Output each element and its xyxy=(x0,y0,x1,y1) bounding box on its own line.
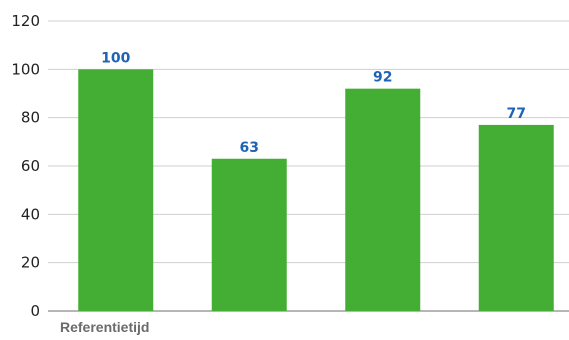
y-tick-label: 40 xyxy=(21,205,40,223)
category-labels: Referentietijd xyxy=(60,319,149,335)
y-axis-ticks: 0 20 40 60 80 100 120 xyxy=(11,12,40,320)
bar xyxy=(478,124,554,312)
data-label: 63 xyxy=(240,140,259,156)
data-labels: 100 63 92 77 xyxy=(101,50,526,155)
bar xyxy=(78,69,154,311)
y-tick-label: 100 xyxy=(11,60,40,78)
y-tick-label: 80 xyxy=(21,109,40,127)
y-tick-label: 60 xyxy=(21,157,40,175)
y-tick-label: 20 xyxy=(21,254,40,272)
category-label: Referentietijd xyxy=(60,319,149,335)
data-label: 77 xyxy=(507,106,526,122)
y-tick-label: 0 xyxy=(30,302,40,320)
y-tick-label: 120 xyxy=(11,12,40,30)
bar xyxy=(345,88,421,312)
bar xyxy=(211,158,287,311)
data-label: 92 xyxy=(373,70,392,86)
data-label: 100 xyxy=(101,50,130,66)
bars xyxy=(78,69,554,312)
